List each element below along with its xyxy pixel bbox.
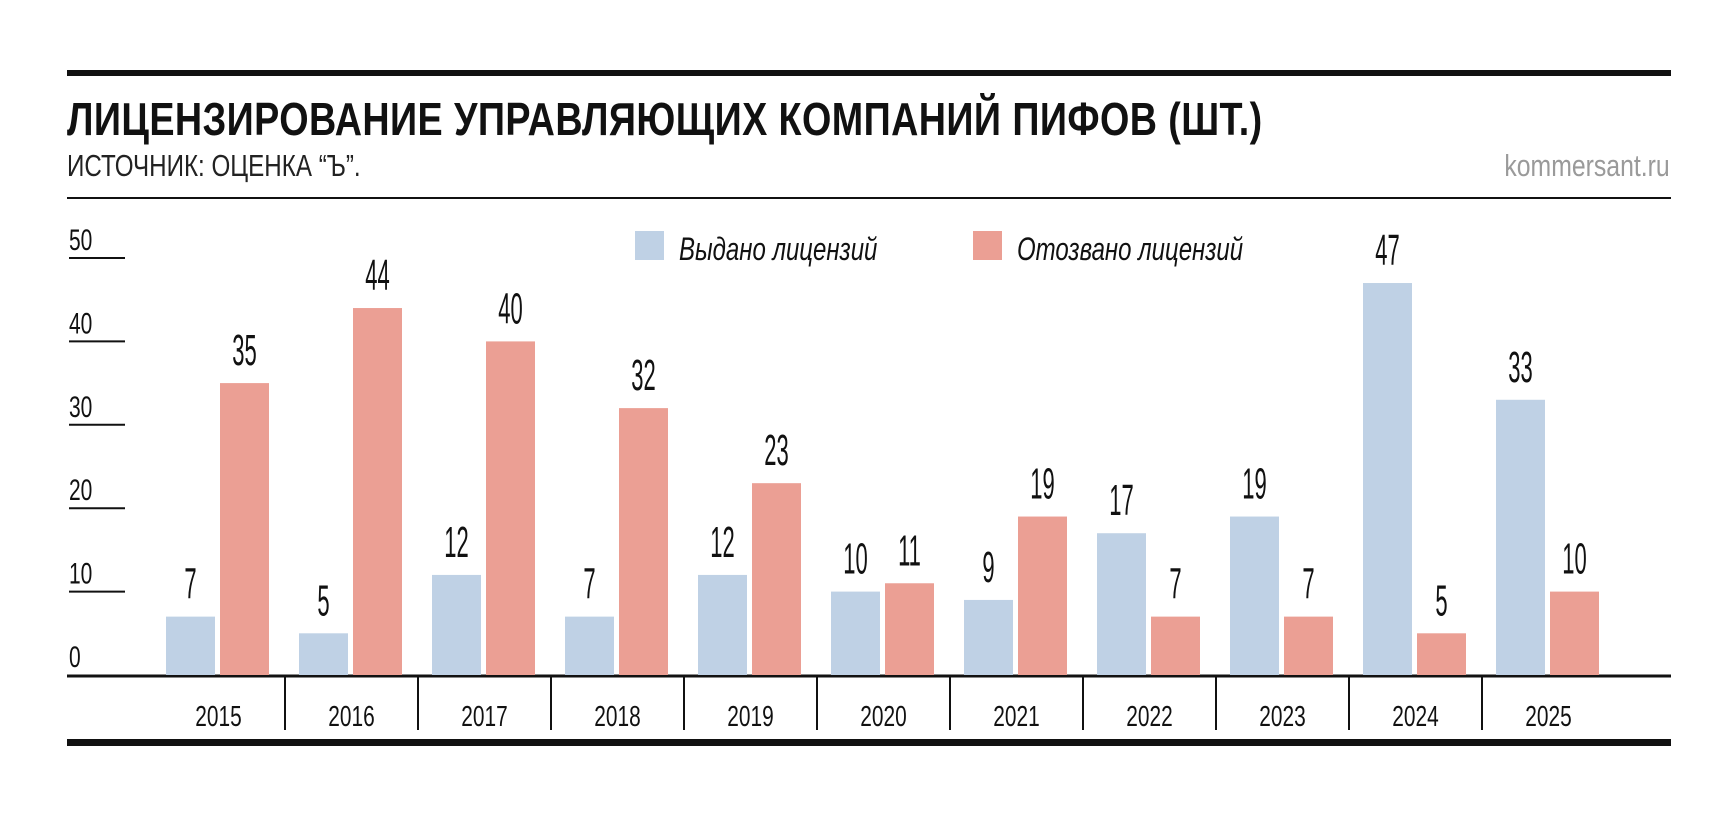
data-label: 5 [1435, 577, 1447, 625]
chart-title: ЛИЦЕНЗИРОВАНИЕ УПРАВЛЯЮЩИХ КОМПАНИЙ ПИФО… [67, 93, 1263, 145]
bottom-rule [67, 739, 1671, 746]
data-label: 7 [1302, 561, 1314, 609]
data-label: 40 [498, 285, 522, 333]
data-label: 10 [1562, 536, 1586, 584]
data-label: 11 [898, 527, 921, 575]
x-tick-label: 2024 [1392, 701, 1438, 733]
legend-swatch [973, 231, 1002, 260]
bar-issued [432, 574, 481, 675]
data-label: 35 [232, 327, 256, 375]
x-tick-label: 2016 [328, 701, 374, 733]
y-tick-label: 30 [69, 391, 92, 423]
bar-revoked [1018, 516, 1067, 675]
bar-revoked [885, 583, 934, 675]
bar-revoked [1550, 591, 1599, 675]
bar-revoked [353, 308, 402, 675]
x-tick-label: 2023 [1259, 701, 1305, 733]
top-rule [67, 70, 1671, 76]
bar-issued [698, 574, 747, 675]
data-label: 19 [1242, 461, 1266, 509]
x-tick-label: 2017 [461, 701, 507, 733]
legend-label: Отозвано лицензий [1017, 231, 1243, 267]
data-label: 44 [365, 252, 389, 300]
bar-issued [1230, 516, 1279, 675]
data-label: 12 [444, 519, 468, 567]
data-label: 9 [982, 544, 994, 592]
y-tick-label: 0 [69, 642, 81, 674]
x-tick-label: 2015 [195, 701, 241, 733]
x-tick-label: 2020 [860, 701, 906, 733]
bar-revoked [486, 341, 535, 675]
bar-revoked [1417, 633, 1466, 675]
bar-revoked [752, 483, 801, 675]
y-tick-label: 10 [69, 558, 92, 590]
data-label: 7 [1169, 561, 1181, 609]
legend-swatch [635, 231, 664, 260]
data-label: 12 [710, 519, 734, 567]
x-tick-label: 2019 [727, 701, 773, 733]
bar-issued [299, 633, 348, 675]
bar-issued [831, 591, 880, 675]
x-tick-label: 2025 [1525, 701, 1571, 733]
bar-revoked [1284, 616, 1333, 675]
bar-revoked [1151, 616, 1200, 675]
x-tick-label: 2021 [993, 701, 1039, 733]
y-tick-label: 40 [69, 308, 92, 340]
y-tick-label: 20 [69, 475, 92, 507]
data-label: 19 [1030, 461, 1054, 509]
data-label: 7 [583, 561, 595, 609]
data-label: 33 [1508, 344, 1532, 392]
bar-issued [1363, 283, 1412, 675]
data-label: 32 [631, 352, 655, 400]
bar-issued [1097, 533, 1146, 675]
x-tick-label: 2022 [1126, 701, 1172, 733]
bar-revoked [220, 383, 269, 675]
data-label: 17 [1109, 477, 1133, 525]
chart-source: ИСТОЧНИК: ОЦЕНКА “Ъ”. [67, 148, 361, 183]
bar-issued [166, 616, 215, 675]
header-divider [67, 197, 1671, 199]
data-label: 10 [843, 536, 867, 584]
bar-revoked [619, 408, 668, 675]
x-tick-label: 2018 [594, 701, 640, 733]
bar-issued [565, 616, 614, 675]
data-label: 7 [184, 561, 196, 609]
data-label: 5 [317, 577, 329, 625]
bar-issued [964, 599, 1013, 675]
data-label: 47 [1375, 227, 1399, 275]
brand-watermark: kommersant.ru [1504, 148, 1670, 183]
data-label: 23 [764, 427, 788, 475]
bar-issued [1496, 399, 1545, 675]
legend-label: Выдано лицензий [679, 231, 878, 267]
y-tick-label: 50 [69, 225, 92, 257]
